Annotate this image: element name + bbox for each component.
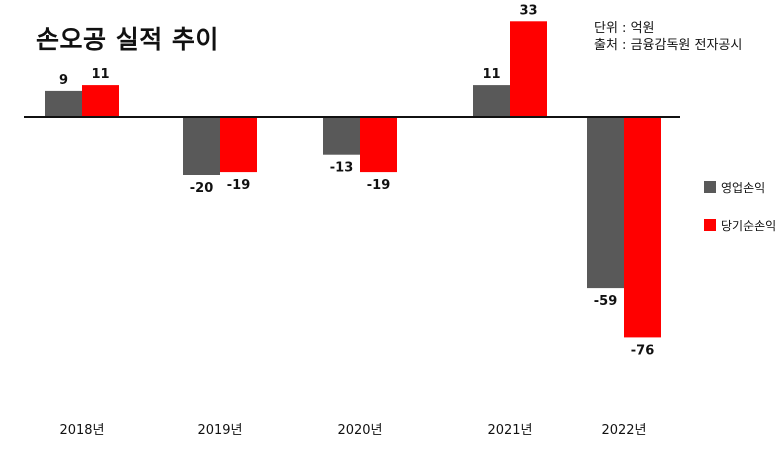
data-label-2022년-당기순손익: -76 bbox=[631, 343, 655, 358]
legend-label-operating-profit: 영업손익 bbox=[721, 180, 766, 195]
bar-2022년-당기순손익 bbox=[624, 117, 661, 338]
source-label: 출처 : 금융감독원 전자공시 bbox=[594, 38, 743, 53]
bar-2019년-영업손익 bbox=[183, 117, 220, 175]
bar-2021년-당기순손익 bbox=[510, 21, 547, 117]
bar-2019년-당기순손익 bbox=[220, 117, 257, 173]
data-label-2020년-당기순손익: -19 bbox=[367, 178, 391, 193]
data-label-2021년-당기순손익: 33 bbox=[519, 3, 537, 18]
data-label-2021년-영업손익: 11 bbox=[482, 67, 500, 82]
data-label-2018년-영업손익: 9 bbox=[59, 73, 68, 88]
bar-2018년-영업손익 bbox=[45, 90, 82, 117]
chart-title: 손오공 실적 추이 bbox=[36, 25, 219, 54]
x-tick-label-2022년: 2022년 bbox=[601, 423, 646, 438]
data-label-2020년-영업손익: -13 bbox=[330, 161, 354, 176]
legend: 영업손익 당기순손익 bbox=[704, 178, 776, 254]
legend-label-net-profit: 당기순손익 bbox=[721, 218, 777, 233]
bar-2020년-영업손익 bbox=[323, 117, 360, 155]
x-tick-label-2018년: 2018년 bbox=[59, 423, 104, 438]
data-label-2019년-영업손익: -20 bbox=[190, 181, 214, 196]
data-label-2022년-영업손익: -59 bbox=[594, 294, 618, 309]
bar-2018년-당기순손익 bbox=[82, 85, 119, 117]
bar-2022년-영업손익 bbox=[587, 117, 624, 289]
bar-2021년-영업손익 bbox=[473, 85, 510, 117]
unit-label: 단위 : 억원 bbox=[594, 21, 655, 36]
bar-2020년-당기순손익 bbox=[360, 117, 397, 173]
x-tick-label-2019년: 2019년 bbox=[197, 423, 242, 438]
legend-swatch-net-profit bbox=[704, 219, 716, 231]
x-tick-label-2021년: 2021년 bbox=[487, 423, 532, 438]
data-label-2018년-당기순손익: 11 bbox=[91, 67, 109, 82]
x-tick-label-2020년: 2020년 bbox=[337, 423, 382, 438]
legend-swatch-operating-profit bbox=[704, 181, 716, 193]
legend-item-net-profit: 당기순손익 bbox=[704, 216, 776, 234]
chart-meta: 단위 : 억원 출처 : 금융감독원 전자공시 bbox=[594, 20, 742, 54]
legend-item-operating-profit: 영업손익 bbox=[704, 178, 776, 196]
data-label-2019년-당기순손익: -19 bbox=[227, 178, 251, 193]
